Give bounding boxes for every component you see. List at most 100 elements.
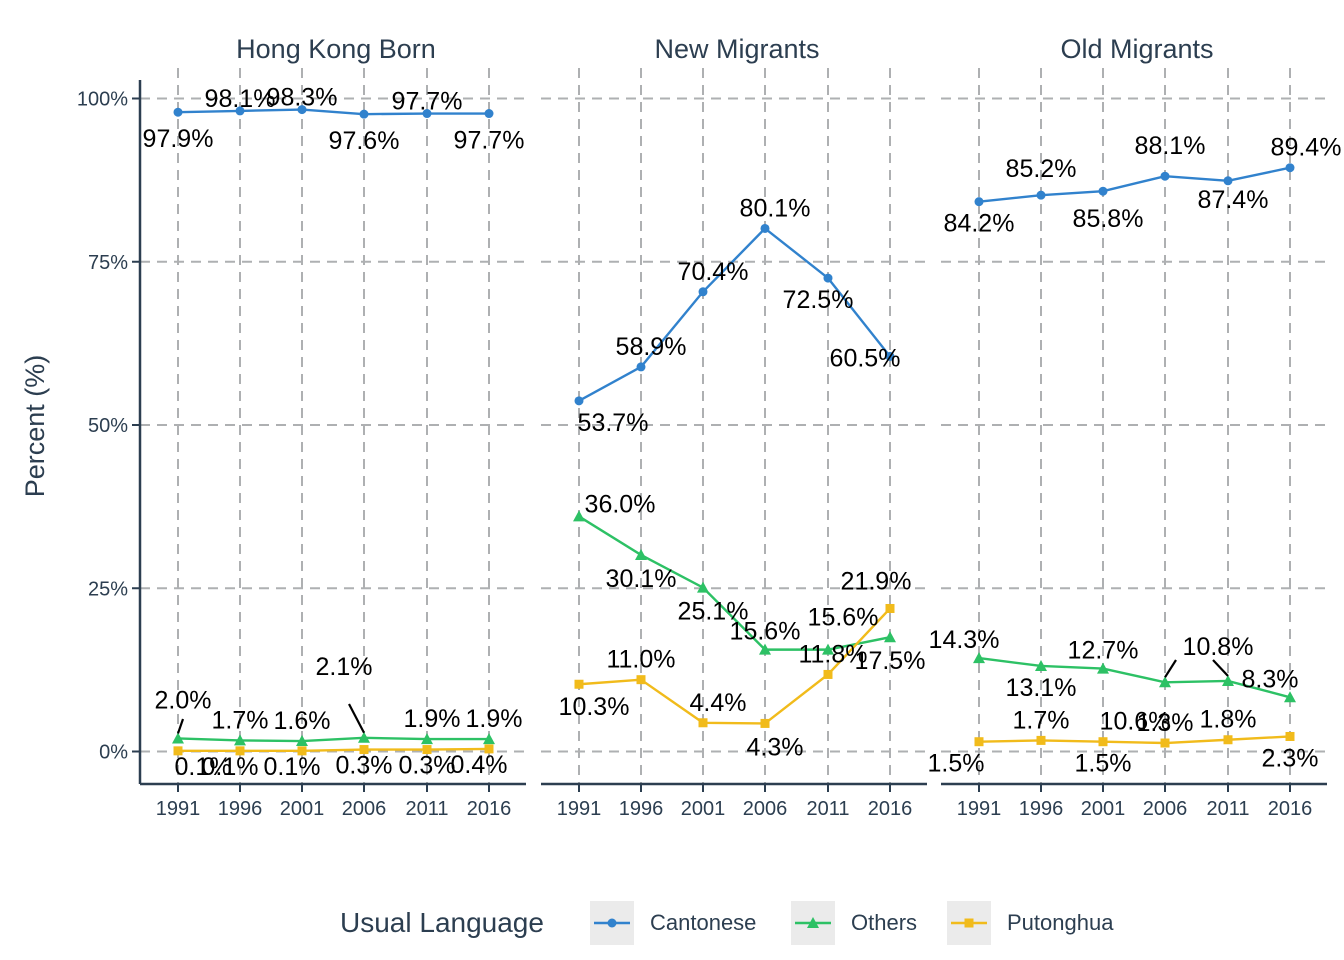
legend-item-putonghua: Putonghua [947, 901, 1114, 945]
y-axis: 0% 25% 50% 75% 100% [77, 80, 142, 784]
y-tick-label: 50% [88, 415, 128, 437]
x-tick-label: 2011 [806, 798, 849, 820]
data-point [1223, 735, 1233, 745]
data-point [974, 737, 984, 747]
series-line [578, 515, 891, 651]
panel-title: Hong Kong Born [236, 34, 436, 64]
data-label: 85.8% [1073, 205, 1144, 233]
data-point [760, 223, 770, 233]
data-point [1097, 662, 1109, 674]
series-line [978, 656, 1291, 699]
data-label: 98.3% [267, 84, 338, 112]
data-point [1284, 691, 1296, 703]
label-leader-line [348, 703, 365, 734]
data-label: 97.7% [454, 127, 525, 155]
data-point [234, 734, 246, 746]
panel-title: New Migrants [654, 34, 819, 64]
data-label: 1.6% [274, 707, 331, 735]
data-point [1036, 190, 1046, 200]
data-point [359, 109, 369, 119]
legend: Usual Language Cantonese Others Putonghua [340, 901, 1114, 945]
legend-key-marker [964, 918, 974, 928]
x-axis: 1991 1996 2001 2006 2011 2016 [941, 782, 1327, 820]
series-putonghua [974, 731, 1295, 748]
data-point [636, 362, 646, 372]
label-leader-line [1164, 659, 1177, 678]
data-point [973, 652, 985, 664]
panel-old-migrants: Old Migrants 1991 1996 2001 2006 2011 2016 [941, 34, 1327, 820]
data-label: 1.3% [1137, 709, 1194, 737]
data-label: 58.9% [616, 333, 687, 361]
x-axis: 1991 1996 2001 2006 2011 2016 [541, 782, 927, 820]
data-label: 4.4% [690, 689, 747, 717]
data-labels: 97.9%98.1%98.3%97.6%97.7%97.7%2.0%1.7% 1.… [143, 84, 1342, 781]
data-label: 10.6% [1100, 707, 1171, 735]
panel-new-migrants: New Migrants 1991 1996 2001 2006 2011 2016 [541, 34, 927, 820]
data-label: 1.7% [212, 706, 269, 734]
data-label: 2.3% [1262, 744, 1319, 772]
data-point [235, 106, 245, 116]
data-label: 1.5% [1075, 750, 1132, 778]
label-leader-line [1212, 659, 1229, 677]
data-label: 21.9% [841, 567, 912, 595]
panel-grid [541, 68, 927, 784]
data-point [173, 107, 183, 117]
data-label: 97.9% [143, 125, 214, 153]
data-point [297, 105, 307, 115]
legend-item-others: Others [791, 901, 917, 945]
data-point [422, 109, 432, 119]
data-point [698, 718, 708, 728]
data-point [635, 548, 647, 560]
data-point [359, 745, 369, 755]
data-label: 13.1% [1006, 674, 1077, 702]
data-label: 4.3% [747, 733, 804, 761]
data-point [422, 745, 432, 755]
series-cantonese [974, 163, 1295, 207]
data-point [698, 287, 708, 297]
data-label: 53.7% [578, 409, 649, 437]
series-cantonese [574, 223, 895, 406]
data-point [172, 732, 184, 744]
data-label: 2.0% [155, 686, 212, 714]
y-tick-label: 25% [88, 578, 128, 600]
data-point [885, 351, 895, 361]
data-point [1285, 731, 1295, 741]
panel-hong-kong-born: Hong Kong Born 1991 1996 2001 2006 2011 2016 [140, 34, 526, 820]
data-label: 10.8% [1183, 633, 1254, 661]
x-tick-label: 1996 [1019, 798, 1064, 820]
data-point [884, 631, 896, 643]
data-label: 15.6% [808, 604, 879, 632]
data-point [1036, 735, 1046, 745]
data-point [1098, 186, 1108, 196]
data-label: 8.3% [1242, 665, 1299, 693]
x-tick-label: 1996 [218, 798, 263, 820]
data-label: 11.8% [798, 640, 867, 668]
data-label: 30.1% [606, 565, 677, 593]
y-axis-title: Percent (%) [20, 355, 50, 498]
series-line [578, 226, 891, 402]
series-putonghua [574, 603, 895, 728]
data-point [1285, 163, 1295, 173]
data-label: 0.3% [336, 752, 393, 780]
x-tick-label: 1991 [557, 798, 602, 820]
x-tick-label: 2001 [1081, 798, 1126, 820]
x-tick-label: 2016 [467, 798, 512, 820]
series-others [573, 510, 896, 655]
legend-item-cantonese: Cantonese [590, 901, 756, 945]
data-label: 84.2% [944, 210, 1015, 238]
x-tick-label: 2006 [1143, 798, 1188, 820]
x-tick-label: 2001 [280, 798, 325, 820]
data-point [173, 746, 183, 756]
data-point [235, 746, 245, 756]
data-point [574, 396, 584, 406]
data-label: 25.1% [678, 598, 749, 626]
data-label: 1.7% [1013, 706, 1070, 734]
x-tick-label: 2011 [1206, 798, 1249, 820]
data-label: 0.1% [175, 753, 232, 781]
data-point [823, 273, 833, 283]
x-tick-label: 1996 [619, 798, 664, 820]
data-label: 10.3% [559, 693, 630, 721]
data-label: 0.4% [451, 751, 508, 779]
series-line [178, 747, 490, 753]
